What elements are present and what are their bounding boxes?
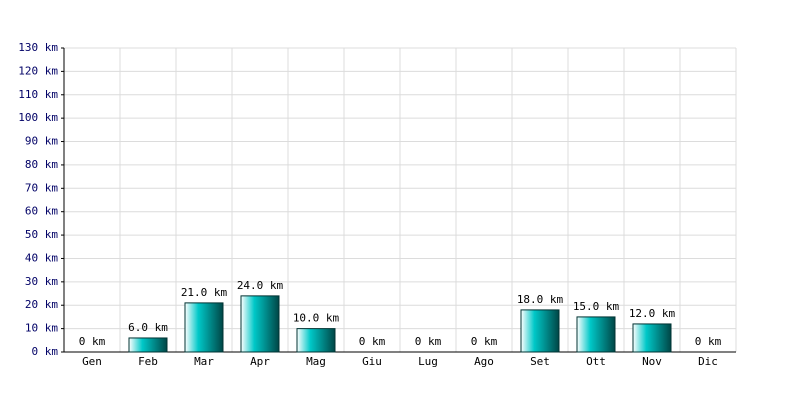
value-label: 18.0 km [517, 293, 564, 306]
value-label: 0 km [79, 335, 106, 348]
value-label: 24.0 km [237, 279, 284, 292]
bar [632, 323, 672, 353]
x-tick-label: Gen [82, 355, 102, 368]
value-label: 0 km [471, 335, 498, 348]
y-tick-label: 10 km [25, 322, 58, 335]
x-tick-label: Nov [642, 355, 662, 368]
x-tick-label: Mag [306, 355, 326, 368]
bar [184, 302, 224, 353]
x-tick-label: Lug [418, 355, 438, 368]
x-tick-label: Giu [362, 355, 382, 368]
x-tick-label: Apr [250, 355, 270, 368]
x-tick-label: Dic [698, 355, 718, 368]
y-tick-label: 50 km [25, 228, 58, 241]
value-label: 0 km [695, 335, 722, 348]
y-tick-label: 120 km [18, 64, 58, 77]
y-tick-label: 80 km [25, 158, 58, 171]
value-label: 0 km [359, 335, 386, 348]
x-tick-label: Feb [138, 355, 158, 368]
y-tick-label: 0 km [32, 345, 59, 358]
value-label: 0 km [415, 335, 442, 348]
bar [240, 295, 280, 353]
value-label: 10.0 km [293, 312, 340, 325]
y-tick-label: 110 km [18, 88, 58, 101]
y-tick-label: 60 km [25, 205, 58, 218]
bar [296, 328, 336, 353]
y-tick-label: 130 km [18, 41, 58, 54]
y-tick-label: 90 km [25, 135, 58, 148]
value-label: 6.0 km [128, 321, 168, 334]
y-tick-label: 100 km [18, 111, 58, 124]
x-tick-label: Set [530, 355, 550, 368]
y-tick-label: 40 km [25, 251, 58, 264]
x-tick-label: Ago [474, 355, 494, 368]
value-label: 15.0 km [573, 300, 620, 313]
x-tick-label: Mar [194, 355, 214, 368]
bar [576, 316, 616, 353]
y-tick-label: 70 km [25, 181, 58, 194]
y-tick-label: 30 km [25, 275, 58, 288]
value-label: 12.0 km [629, 307, 676, 320]
bar [128, 337, 168, 353]
value-label: 21.0 km [181, 286, 228, 299]
y-tick-label: 20 km [25, 298, 58, 311]
bar [520, 309, 560, 353]
x-tick-label: Ott [586, 355, 606, 368]
